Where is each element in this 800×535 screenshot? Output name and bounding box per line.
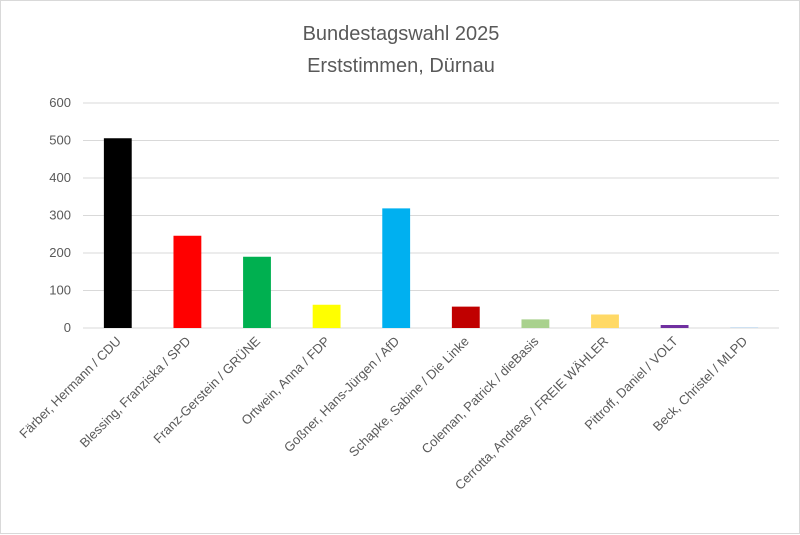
y-tick-label: 100 <box>49 283 71 298</box>
bar <box>591 314 619 328</box>
y-tick-label: 400 <box>49 170 71 185</box>
bar <box>521 319 550 328</box>
bars <box>103 138 759 328</box>
category-label: Coleman, Patrick / dieBasis <box>419 333 542 456</box>
y-tick-label: 300 <box>49 208 71 223</box>
y-tick-label: 200 <box>49 245 71 260</box>
category-label: Cerrotta, Andreas / FREIE WÄHLER <box>452 334 611 493</box>
category-label: Blessing, Franziska / SPD <box>77 334 194 451</box>
bar <box>730 327 759 328</box>
category-label: Goßner, Hans-Jürgen / AfD <box>281 334 402 455</box>
bar <box>173 235 202 328</box>
y-tick-label: 600 <box>49 95 71 110</box>
y-axis-ticks: 0 100 200 300 400 500 600 <box>49 95 71 335</box>
chart-title: Bundestagswahl 2025 <box>303 23 500 45</box>
y-tick-label: 0 <box>64 320 71 335</box>
bar <box>451 306 480 328</box>
bar <box>660 325 689 328</box>
bar <box>312 304 341 328</box>
category-label: Schapke, Sabine / Die Linke <box>346 334 472 460</box>
bar <box>243 256 271 328</box>
bar <box>382 208 411 328</box>
bar <box>103 138 132 328</box>
chart-subtitle: Erststimmen, Dürnau <box>307 55 495 77</box>
y-tick-label: 500 <box>49 133 71 148</box>
